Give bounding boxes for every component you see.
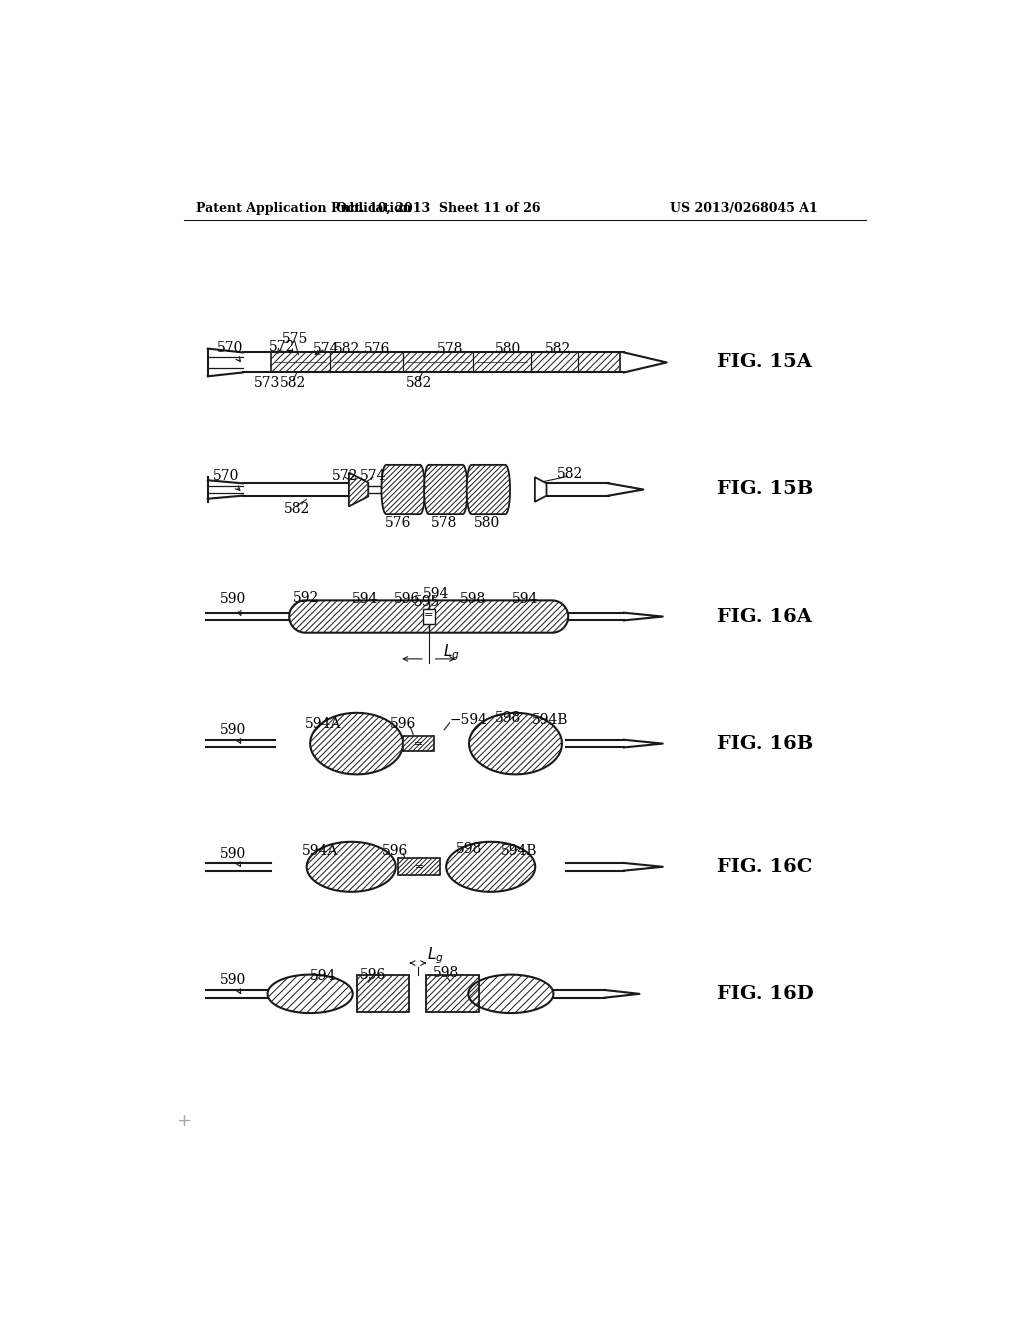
- Text: US 2013/0268045 A1: US 2013/0268045 A1: [671, 202, 818, 215]
- Polygon shape: [467, 465, 510, 515]
- Text: =: =: [414, 739, 423, 748]
- Text: 596: 596: [359, 968, 386, 982]
- Text: Oct. 10, 2013  Sheet 11 of 26: Oct. 10, 2013 Sheet 11 of 26: [336, 202, 541, 215]
- Text: 598: 598: [432, 966, 459, 979]
- Polygon shape: [307, 842, 395, 892]
- Polygon shape: [424, 465, 467, 515]
- Polygon shape: [468, 974, 554, 1012]
- Text: =: =: [415, 862, 424, 871]
- Bar: [271, 352, 621, 372]
- Text: +: +: [176, 1111, 191, 1130]
- Text: 590: 590: [219, 723, 246, 743]
- Text: 574: 574: [312, 342, 339, 355]
- Polygon shape: [289, 601, 568, 632]
- Text: 594: 594: [512, 591, 538, 606]
- Text: 580: 580: [474, 516, 500, 529]
- Text: 570: 570: [213, 470, 240, 491]
- Text: 598: 598: [460, 591, 486, 606]
- Text: 576: 576: [385, 516, 411, 529]
- Text: 576: 576: [365, 342, 391, 356]
- Text: FIG. 16D: FIG. 16D: [717, 985, 814, 1003]
- Polygon shape: [446, 842, 536, 892]
- Text: $L_g$: $L_g$: [442, 643, 460, 663]
- Text: 573: 573: [254, 376, 281, 391]
- Polygon shape: [397, 858, 440, 875]
- Text: 580: 580: [495, 342, 521, 356]
- Text: 582: 582: [557, 467, 583, 480]
- Bar: [423, 609, 435, 624]
- Text: 592: 592: [293, 591, 319, 605]
- Text: 582: 582: [334, 342, 359, 356]
- Polygon shape: [349, 473, 369, 507]
- Text: FIG. 15B: FIG. 15B: [717, 480, 813, 499]
- Text: 596: 596: [382, 845, 409, 858]
- Text: 596: 596: [394, 591, 420, 606]
- Text: 598: 598: [495, 711, 521, 725]
- Text: 582: 582: [284, 502, 310, 516]
- Text: 582: 582: [280, 376, 306, 391]
- Text: Patent Application Publication: Patent Application Publication: [197, 202, 412, 215]
- Bar: [356, 975, 410, 1012]
- Polygon shape: [381, 465, 425, 515]
- Text: 594B: 594B: [501, 845, 538, 858]
- Text: 595: 595: [414, 595, 440, 609]
- Text: 594A: 594A: [302, 845, 338, 858]
- Text: 594B: 594B: [532, 714, 568, 727]
- Polygon shape: [310, 713, 403, 775]
- Polygon shape: [469, 713, 562, 775]
- Text: 594: 594: [423, 587, 450, 601]
- Bar: [426, 975, 479, 1012]
- Text: 578: 578: [436, 342, 463, 356]
- Text: −594: −594: [450, 714, 487, 727]
- Text: 594: 594: [352, 591, 378, 606]
- Text: 572: 572: [269, 341, 296, 354]
- Text: 598: 598: [456, 842, 482, 857]
- Text: 590: 590: [219, 591, 246, 615]
- Polygon shape: [403, 737, 434, 751]
- Text: 582: 582: [545, 342, 571, 356]
- Text: 594: 594: [310, 969, 337, 983]
- Text: 574: 574: [359, 469, 386, 483]
- Text: 575: 575: [282, 333, 308, 346]
- Text: FIG. 16B: FIG. 16B: [717, 735, 813, 752]
- Text: 594A: 594A: [305, 717, 341, 731]
- Text: 570: 570: [217, 341, 244, 362]
- Text: 590: 590: [219, 846, 246, 866]
- Text: 572: 572: [332, 469, 358, 483]
- Text: $L_g$: $L_g$: [427, 945, 444, 966]
- Text: FIG. 16A: FIG. 16A: [717, 607, 812, 626]
- Text: FIG. 16C: FIG. 16C: [717, 858, 812, 875]
- Polygon shape: [267, 974, 352, 1012]
- Text: FIG. 15A: FIG. 15A: [717, 354, 812, 371]
- Polygon shape: [535, 478, 547, 502]
- Text: 582: 582: [406, 376, 432, 391]
- Text: 596: 596: [390, 717, 416, 731]
- Text: =: =: [424, 610, 433, 620]
- Text: 590: 590: [219, 973, 246, 994]
- Text: 578: 578: [431, 516, 458, 529]
